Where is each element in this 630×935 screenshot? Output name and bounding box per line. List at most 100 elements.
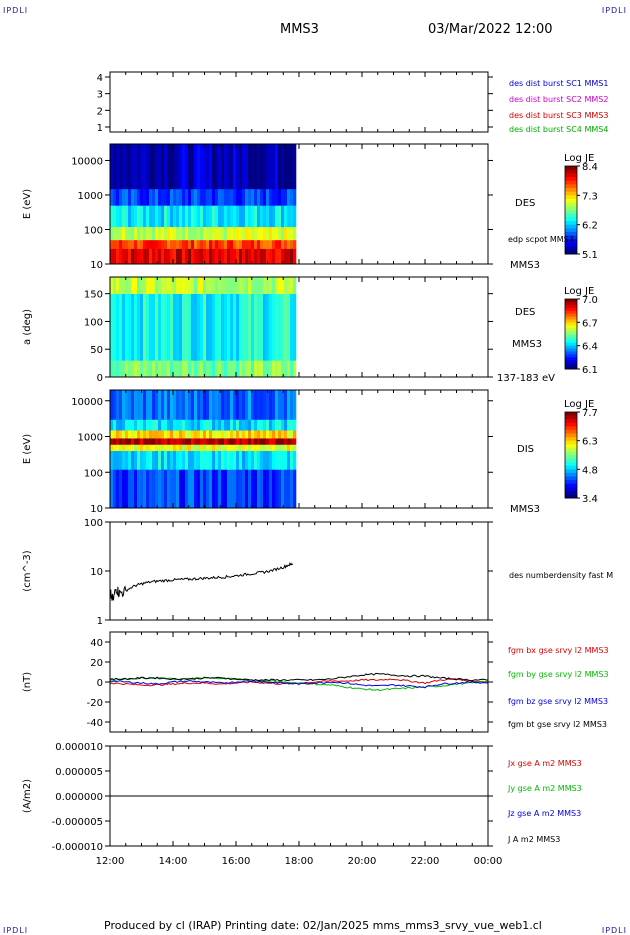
spectrogram-cell bbox=[122, 226, 126, 241]
spectrogram-cell bbox=[269, 450, 273, 470]
spectrogram-cell bbox=[275, 277, 279, 294]
spectrogram-cell bbox=[224, 444, 228, 452]
spectrogram-cell bbox=[110, 248, 114, 265]
spectrogram-cell bbox=[203, 226, 207, 241]
spectrogram-cell bbox=[119, 248, 123, 265]
spectrogram-cell bbox=[224, 226, 228, 241]
spectrogram-cell bbox=[236, 248, 240, 265]
spectrogram-cell bbox=[182, 438, 186, 445]
spectrogram-cell bbox=[194, 360, 198, 378]
spectrogram-cell bbox=[122, 469, 126, 509]
spectrogram-cell bbox=[206, 444, 210, 452]
spectrogram-cell bbox=[167, 360, 171, 378]
spectrogram-cell bbox=[290, 450, 294, 470]
spectrogram-cell bbox=[260, 469, 264, 509]
spectrogram-cell bbox=[137, 430, 141, 439]
spectrogram-cell bbox=[224, 450, 228, 470]
spectrogram-cell bbox=[149, 469, 153, 509]
spectrogram-cell bbox=[269, 277, 273, 294]
spectrogram-cell bbox=[245, 277, 249, 294]
spectrogram-cell bbox=[128, 293, 132, 361]
spectrogram-cell bbox=[218, 277, 222, 294]
spectrogram-cell bbox=[215, 277, 219, 294]
colorbar-segment bbox=[565, 325, 577, 329]
colorbar-segment bbox=[565, 232, 577, 237]
spectrogram-cell bbox=[275, 248, 279, 265]
spectrogram-cell bbox=[248, 188, 252, 206]
spectrogram-cell bbox=[164, 419, 168, 431]
spectrogram-cell bbox=[245, 360, 249, 378]
spectrogram-cell bbox=[209, 469, 213, 509]
spectrogram-cell bbox=[122, 419, 126, 431]
spectrogram-cell bbox=[257, 438, 261, 445]
spectrogram-cell bbox=[209, 226, 213, 241]
spectrogram-cell bbox=[176, 226, 180, 241]
spectrogram-cell bbox=[194, 248, 198, 265]
spectrogram-cell bbox=[257, 390, 261, 420]
spectrogram-cell bbox=[293, 248, 297, 265]
spectrogram-cell bbox=[287, 430, 291, 439]
spectrogram-cell bbox=[170, 205, 174, 228]
spectrogram-cell bbox=[266, 444, 270, 452]
spectrogram-cell bbox=[155, 438, 159, 445]
spectrogram-cell bbox=[224, 390, 228, 420]
spectrogram-cell bbox=[230, 293, 234, 361]
spectrogram-cell bbox=[155, 450, 159, 470]
spectrogram-cell bbox=[191, 144, 195, 190]
colorbar-segment bbox=[565, 173, 577, 178]
panel-label: MMS3 bbox=[512, 339, 542, 350]
spectrogram-cell bbox=[176, 450, 180, 470]
spectrogram-cell bbox=[227, 469, 231, 509]
spectrogram-cell bbox=[242, 444, 246, 452]
y-tick-label: 1000 bbox=[78, 433, 103, 444]
spectrogram-cell bbox=[212, 430, 216, 439]
spectrogram-cell bbox=[182, 144, 186, 190]
spectrogram-cell bbox=[140, 438, 144, 445]
spectrogram-cell bbox=[152, 390, 156, 420]
colorbar-segment bbox=[565, 433, 577, 438]
spectrogram-cell bbox=[191, 419, 195, 431]
spectrogram-cell bbox=[197, 444, 201, 452]
spectrogram-cell bbox=[128, 419, 132, 431]
spectrogram-cell bbox=[149, 248, 153, 265]
spectrogram-cell bbox=[194, 444, 198, 452]
spectrogram-cell bbox=[218, 144, 222, 190]
spectrogram-cell bbox=[113, 390, 117, 420]
spectrogram-cell bbox=[239, 248, 243, 265]
spectrogram-cell bbox=[146, 205, 150, 228]
colorbar-segment bbox=[565, 301, 577, 306]
spectrogram-cell bbox=[230, 226, 234, 241]
spectrogram-cell bbox=[254, 277, 258, 294]
spectrogram-cell bbox=[251, 360, 255, 378]
spectrogram-cell bbox=[206, 248, 210, 265]
spectrogram-cell bbox=[164, 188, 168, 206]
spectrogram-cell bbox=[185, 239, 189, 249]
spectrogram-cell bbox=[275, 205, 279, 228]
spectrogram-cell bbox=[230, 438, 234, 445]
spectrogram-cell bbox=[170, 430, 174, 439]
spectrogram-des-energy bbox=[110, 144, 297, 265]
panel-current-density: Jx gse A m2 MMS3 Jy gse A m2 MMS3 Jz gse A… bbox=[22, 742, 582, 853]
y-tick-label: 10 bbox=[90, 260, 103, 271]
spectrogram-cell bbox=[263, 277, 267, 294]
spectrogram-cell bbox=[170, 239, 174, 249]
spectrogram-cell bbox=[158, 205, 162, 228]
spectrogram-cell bbox=[200, 450, 204, 470]
spectrogram-cell bbox=[239, 205, 243, 228]
colorbar-segment bbox=[565, 310, 577, 315]
spectrogram-cell bbox=[239, 226, 243, 241]
spectrogram-cell bbox=[269, 205, 273, 228]
spectrogram-cell bbox=[143, 248, 147, 265]
spectrogram-cell bbox=[257, 239, 261, 249]
spectrogram-cell bbox=[140, 419, 144, 431]
colorbar-segment bbox=[565, 316, 577, 320]
spectrogram-cell bbox=[119, 469, 123, 509]
panel-magnetic-field: fgm bx gse srvy l2 MMS3 fgm by gse srvy l… bbox=[22, 631, 609, 733]
spectrogram-cell bbox=[167, 390, 171, 420]
spectrogram-cell bbox=[209, 188, 213, 206]
spectrogram-cell bbox=[272, 360, 276, 378]
spectrogram-cell bbox=[176, 293, 180, 361]
spectrogram-cell bbox=[131, 293, 135, 361]
spectrogram-cell bbox=[179, 239, 183, 249]
spectrogram-cell bbox=[146, 360, 150, 378]
